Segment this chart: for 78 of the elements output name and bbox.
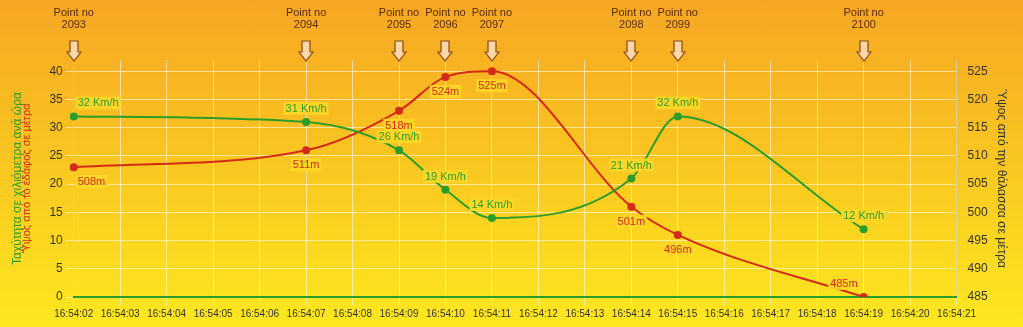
data-label: 12 Km/h bbox=[843, 209, 885, 222]
x-tick-label: 16:54:03 bbox=[100, 307, 141, 319]
x-tick-label: 16:54:16 bbox=[704, 307, 745, 319]
y2-axis-title: Ύψος από την θάλασσα σε μέτρα bbox=[995, 89, 1010, 268]
data-label: 518m bbox=[385, 118, 413, 131]
x-tick-label: 16:54:10 bbox=[426, 307, 466, 319]
point bbox=[859, 225, 868, 234]
point bbox=[302, 118, 311, 127]
data-label: 32 Km/h bbox=[77, 96, 119, 109]
text: Point no 2095 bbox=[378, 6, 420, 30]
x-tick-label: 16:54:08 bbox=[333, 307, 373, 319]
y-tick-label: 15 bbox=[49, 204, 64, 219]
x-tick-label: 16:54:02 bbox=[54, 307, 94, 319]
point bbox=[627, 202, 636, 211]
text: Point no 2097 bbox=[471, 6, 513, 30]
data-label: 508m bbox=[77, 175, 106, 188]
x-tick-label: 16:54:12 bbox=[518, 307, 559, 319]
text: Point no 2100 bbox=[843, 6, 884, 30]
point bbox=[302, 146, 311, 155]
x-tick-label: 16:54:06 bbox=[240, 307, 280, 319]
data-label: 524m bbox=[431, 84, 460, 97]
text: Point no 2099 bbox=[657, 6, 698, 30]
text: Point no 2094 bbox=[285, 6, 327, 30]
x-tick-label: 16:54:21 bbox=[937, 307, 977, 319]
data-label: 14 Km/h bbox=[471, 198, 513, 210]
y-tick-label: 0 bbox=[56, 289, 64, 304]
y2-tick-label: 490 bbox=[967, 261, 988, 276]
y-tick-label: 35 bbox=[49, 91, 64, 106]
point bbox=[487, 214, 496, 222]
x-tick-label: 16:54:13 bbox=[565, 307, 605, 319]
point bbox=[487, 67, 496, 76]
data-label: 485m bbox=[830, 277, 858, 289]
point bbox=[69, 112, 78, 121]
y-tick-label: 5 bbox=[56, 261, 64, 276]
point bbox=[395, 106, 403, 115]
y2-tick-label: 495 bbox=[967, 232, 988, 247]
y-tick-label: 30 bbox=[49, 120, 64, 135]
point bbox=[69, 163, 78, 172]
data-label: 31 Km/h bbox=[285, 102, 327, 115]
x-tick-label: 16:54:19 bbox=[844, 307, 884, 319]
y2-tick-label: 500 bbox=[967, 204, 988, 219]
y-tick-label: 40 bbox=[49, 63, 64, 78]
y2-tick-label: 485 bbox=[967, 289, 988, 304]
x-tick-label: 16:54:17 bbox=[751, 307, 791, 319]
data-label: 19 Km/h bbox=[424, 169, 466, 182]
x-tick-label: 16:54:05 bbox=[193, 307, 234, 319]
point bbox=[673, 112, 682, 121]
y-tick-label: 25 bbox=[49, 148, 64, 163]
data-label: 496m bbox=[664, 242, 692, 255]
data-label: 32 Km/h bbox=[657, 96, 699, 109]
x-tick-label: 16:54:18 bbox=[797, 307, 838, 319]
x-tick-label: 16:54:04 bbox=[147, 307, 187, 319]
y2-tick-label: 520 bbox=[967, 91, 988, 106]
y2-tick-label: 525 bbox=[967, 63, 988, 78]
x-tick-label: 16:54:14 bbox=[611, 307, 652, 319]
y-tick-label: 20 bbox=[49, 176, 64, 191]
point bbox=[627, 174, 636, 183]
y-tick-label: 10 bbox=[49, 232, 64, 247]
text: Point no 2096 bbox=[425, 6, 466, 30]
y2-tick-label: 515 bbox=[967, 120, 988, 135]
text: Point no 2093 bbox=[53, 6, 94, 30]
text: Point no 2098 bbox=[611, 6, 652, 30]
data-label: 26 Km/h bbox=[378, 130, 420, 143]
point bbox=[395, 146, 403, 155]
x-tick-label: 16:54:07 bbox=[286, 307, 326, 319]
point bbox=[441, 72, 450, 81]
y2-tick-label: 505 bbox=[967, 176, 988, 191]
data-label: 21 Km/h bbox=[610, 158, 652, 171]
point bbox=[673, 230, 682, 239]
data-label: 511m bbox=[292, 158, 320, 171]
x-tick-label: 16:54:20 bbox=[890, 307, 931, 319]
x-tick-label: 16:54:09 bbox=[379, 307, 419, 319]
data-label: 525m bbox=[478, 79, 506, 92]
point bbox=[441, 185, 450, 194]
y2-tick-label: 510 bbox=[967, 148, 988, 163]
data-label: 501m bbox=[617, 214, 646, 227]
x-tick-label: 16:54:15 bbox=[658, 307, 698, 319]
x-tick-label: 16:54:11 bbox=[472, 307, 512, 319]
